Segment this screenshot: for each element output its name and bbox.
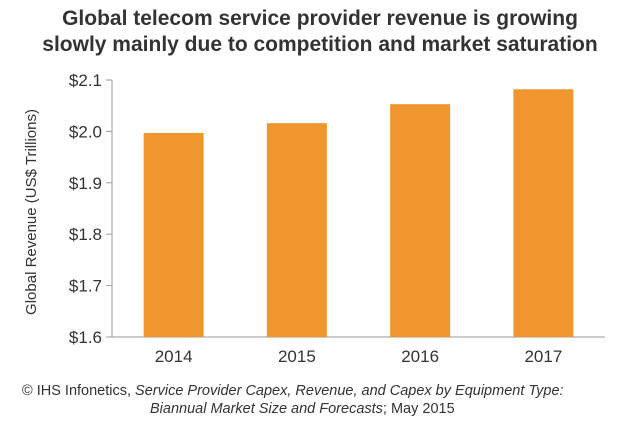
chart-title-line-1: Global telecom service provider revenue … (62, 7, 578, 30)
chart-title-line-2: slowly mainly due to competition and mar… (42, 33, 598, 56)
source-citation: © IHS Infonetics, Service Provider Capex… (22, 382, 632, 418)
x-tick-label: 2017 (524, 347, 562, 366)
plot-area: $1.6 $1.7 $1.8 $1.9 $2.0 $2.1 2014 2015 2016 2017 (69, 71, 605, 366)
source-line-2: Biannual Market Size and Forecasts; May … (22, 400, 632, 418)
source-title-line-2: Biannual Market Size and Forecasts (150, 401, 383, 417)
y-tick-label: $1.6 (69, 328, 102, 347)
x-tick-label: 2014 (155, 347, 193, 366)
source-date: ; May 2015 (382, 401, 455, 417)
source-line-1: © IHS Infonetics, Service Provider Capex… (22, 382, 632, 400)
y-tick-label: $1.7 (69, 277, 102, 296)
bar-2016 (390, 104, 451, 338)
chart-title: Global telecom service provider revenue … (0, 6, 640, 58)
y-tick-label: $1.9 (69, 174, 102, 193)
y-tick-label: $2.0 (69, 122, 102, 141)
y-tick-label: $2.1 (69, 71, 102, 90)
y-axis-label: Global Revenue (US$ Trillions) (23, 109, 40, 315)
bar-2017 (513, 89, 574, 337)
source-title-line-1: Service Provider Capex, Revenue, and Cap… (135, 383, 564, 399)
source-prefix: © IHS Infonetics, (22, 383, 136, 399)
y-tick-label: $1.8 (69, 225, 102, 244)
bar-2015 (266, 123, 327, 338)
x-tick-label: 2015 (278, 347, 316, 366)
bar-2014 (143, 132, 204, 337)
x-tick-label: 2016 (401, 347, 439, 366)
bar-chart: $1.6 $1.7 $1.8 $1.9 $2.0 $2.1 2014 2015 2016 2017… (23, 71, 605, 366)
